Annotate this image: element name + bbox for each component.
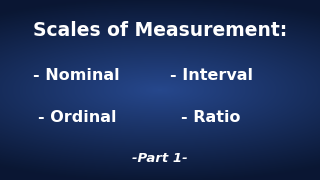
Text: - Ratio: - Ratio <box>181 109 241 125</box>
Text: -Part 1-: -Part 1- <box>132 152 188 165</box>
Text: - Interval: - Interval <box>170 68 253 83</box>
Text: Scales of Measurement:: Scales of Measurement: <box>33 21 287 40</box>
Text: - Nominal: - Nominal <box>34 68 120 83</box>
Text: - Ordinal: - Ordinal <box>37 109 116 125</box>
